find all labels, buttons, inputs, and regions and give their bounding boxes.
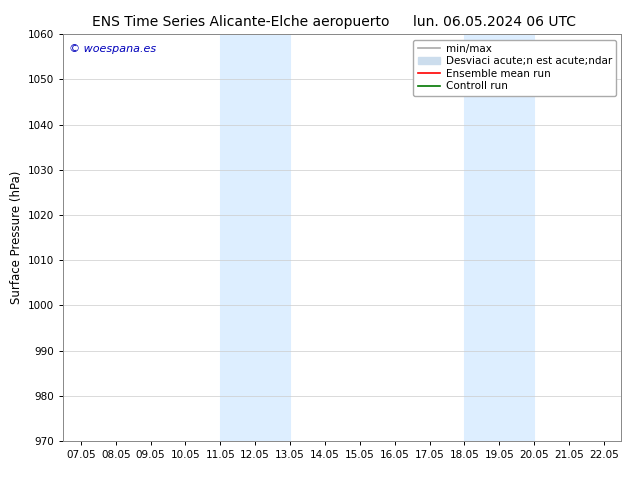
Text: lun. 06.05.2024 06 UTC: lun. 06.05.2024 06 UTC — [413, 15, 576, 29]
Y-axis label: Surface Pressure (hPa): Surface Pressure (hPa) — [10, 171, 23, 304]
Bar — [464, 34, 534, 441]
Bar — [221, 34, 290, 441]
Text: © woespana.es: © woespana.es — [69, 45, 156, 54]
Text: ENS Time Series Alicante-Elche aeropuerto: ENS Time Series Alicante-Elche aeropuert… — [92, 15, 390, 29]
Legend: min/max, Desviaci acute;n est acute;ndar, Ensemble mean run, Controll run: min/max, Desviaci acute;n est acute;ndar… — [413, 40, 616, 96]
